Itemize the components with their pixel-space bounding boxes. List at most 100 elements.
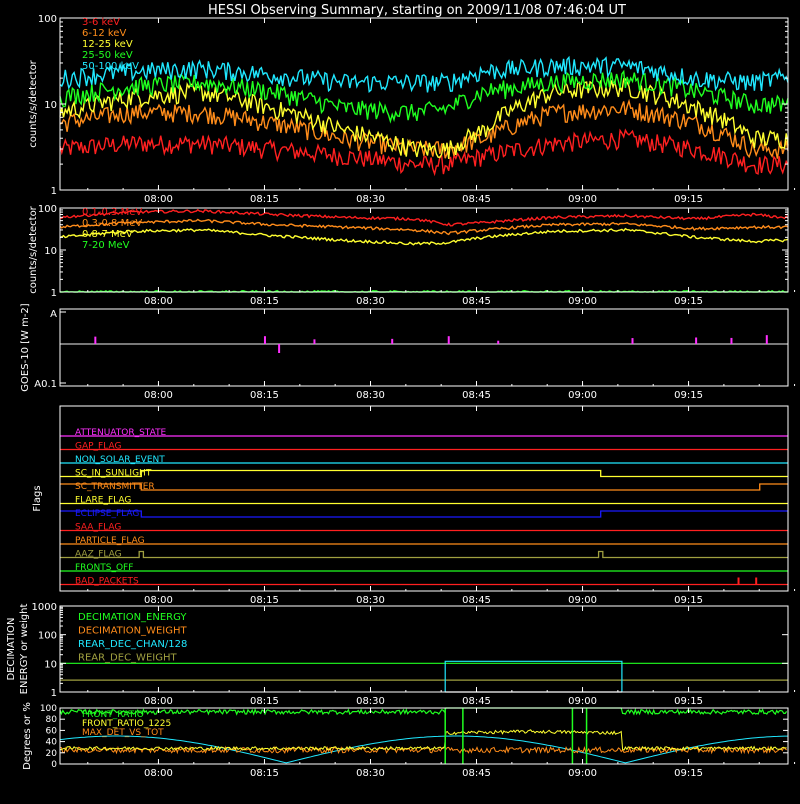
x-tick-label: 09:15: [674, 194, 703, 205]
legend-entry: 50-100 keV: [82, 61, 139, 72]
x-tick-label: 08:00: [144, 296, 173, 307]
flag-trace-AAZ_FLAG: [60, 550, 788, 559]
x-tick-label: 08:45: [462, 194, 491, 205]
y-tick-label: 1000: [32, 602, 57, 613]
legend-entry: 0.1-0.3 MeV: [82, 207, 142, 218]
legend-entry: REAR_DEC_WEIGHT: [78, 653, 177, 664]
legend-entry: DECIMATION_WEIGHT: [78, 626, 187, 637]
x-tick-label: 08:00: [144, 696, 173, 707]
legend-entry: REAR_DEC_CHAN/128: [78, 639, 187, 650]
x-tick-label: 09:15: [674, 768, 703, 779]
y-tick-label: 60: [46, 726, 58, 736]
x-tick-label: 08:00: [144, 390, 173, 401]
flag-label: NON_SOLAR_EVENT: [75, 455, 165, 465]
legend-entry: FRONT_RATIO_1225: [82, 719, 171, 729]
x-tick-label: 08:45: [462, 696, 491, 707]
x-tick-label: 08:30: [356, 296, 385, 307]
x-tick-label: 08:30: [356, 390, 385, 401]
panel-frame-ratios: [59, 707, 789, 765]
legend-entry: 3-6 keV: [82, 17, 120, 28]
x-tick-label: 08:15: [250, 696, 279, 707]
x-tick-label: 08:45: [462, 595, 491, 606]
flag-trace-ECLIPSE_FLAG: [60, 510, 788, 518]
y-tick-label: 100: [38, 204, 57, 215]
y-axis-label: counts/s/detector: [28, 205, 39, 293]
y-axis-label: Flags: [32, 485, 43, 511]
x-tick-label: 08:15: [250, 768, 279, 779]
series-line-12-25 keV: [59, 78, 789, 159]
flag-label: AAZ_FLAG: [75, 550, 122, 560]
legend-entry: DECIMATION_ENERGY: [78, 612, 187, 623]
series-line-6-12 keV: [59, 98, 789, 159]
x-tick-label: 08:45: [462, 296, 491, 307]
x-tick-label: 09:15: [674, 296, 703, 307]
rear-dec-chan-line: [444, 660, 623, 692]
y-axis-label: Degrees or %: [22, 702, 33, 770]
legend-entry: FRONT_RATIO: [82, 710, 144, 720]
flag-trace-SC_TRANSMITTER: [60, 483, 788, 491]
y-tick-label: 0: [51, 760, 57, 770]
x-tick-label: 09:00: [568, 194, 597, 205]
x-tick-label: 09:00: [568, 390, 597, 401]
x-tick-label: 09:00: [568, 296, 597, 307]
y-tick-label: 80: [46, 715, 58, 725]
y-tick-label: A: [50, 309, 57, 320]
x-tick-label: 08:45: [462, 768, 491, 779]
y-tick-label: 100: [38, 631, 57, 642]
panel-frame-flags: [59, 405, 789, 592]
page-title: HESSI Observing Summary, starting on 200…: [208, 3, 626, 18]
x-tick-label: 09:15: [674, 595, 703, 606]
y-axis-label: DECIMATION: [6, 617, 17, 680]
flag-trace-SC_IN_SUNLIGHT: [60, 469, 788, 478]
legend-entry: 25-50 keV: [82, 50, 133, 61]
flag-label: PARTICLE_FLAG: [75, 536, 145, 546]
y-tick-label: 1: [51, 288, 57, 299]
x-tick-label: 09:15: [674, 390, 703, 401]
y-tick-label: 20: [46, 749, 58, 759]
legend-entry: 6-12 keV: [82, 28, 126, 39]
legend-entry: 0.8-7 MeV: [82, 229, 133, 240]
x-tick-label: 08:30: [356, 595, 385, 606]
y-tick-label: 10: [44, 246, 57, 257]
x-tick-label: 09:00: [568, 595, 597, 606]
x-tick-label: 08:15: [250, 296, 279, 307]
y-tick-label: 1: [51, 688, 57, 699]
x-tick-label: 08:15: [250, 595, 279, 606]
y-tick-label: 10: [44, 100, 57, 111]
flag-label: FLARE_FLAG: [75, 496, 131, 506]
series-line-0.8-7 MeV: [59, 227, 789, 246]
y-tick-label: 40: [46, 738, 58, 748]
legend-entry: 12-25 keV: [82, 39, 133, 50]
flag-label: GAP_FLAG: [75, 442, 121, 452]
x-tick-label: 08:00: [144, 595, 173, 606]
x-tick-label: 09:00: [568, 768, 597, 779]
flag-label: SAA_FLAG: [75, 523, 121, 533]
panel-frame-decimation: [59, 605, 789, 693]
flag-label: ATTENUATOR_STATE: [75, 428, 167, 438]
y-tick-label: 10: [44, 659, 57, 670]
labels: 08:00 08:15 08:30 08:45 09:00 09:15110100coun…: [6, 14, 703, 779]
series-line-0.1-0.3 MeV: [59, 208, 789, 227]
legend-entry: MAX_DET_VS_TOT: [82, 728, 164, 738]
x-tick-label: 08:15: [250, 390, 279, 401]
legend-entry: 0.3-0.8 MeV: [82, 218, 142, 229]
x-tick-label: 08:45: [462, 390, 491, 401]
panel-frame-goes: [59, 308, 789, 387]
x-tick-label: 08:00: [144, 194, 173, 205]
flag-label: SC_IN_SUNLIGHT: [75, 469, 152, 479]
x-tick-label: 08:30: [356, 696, 385, 707]
y-tick-label: A0.1: [34, 379, 57, 390]
y-axis-label: counts/s/detector: [28, 59, 39, 147]
series-line-50-100 keV: [59, 55, 789, 94]
legend-entry: 7-20 MeV: [82, 240, 130, 251]
x-tick-label: 09:00: [568, 696, 597, 707]
x-tick-label: 08:30: [356, 768, 385, 779]
x-tick-label: 08:00: [144, 768, 173, 779]
series-line-3-6 keV: [59, 128, 789, 177]
y-tick-label: 100: [40, 704, 57, 714]
flag-label: SC_TRANSMITTER: [75, 482, 155, 492]
y-axis-label: ENERGY or weight: [19, 604, 30, 695]
x-tick-label: 08:15: [250, 194, 279, 205]
